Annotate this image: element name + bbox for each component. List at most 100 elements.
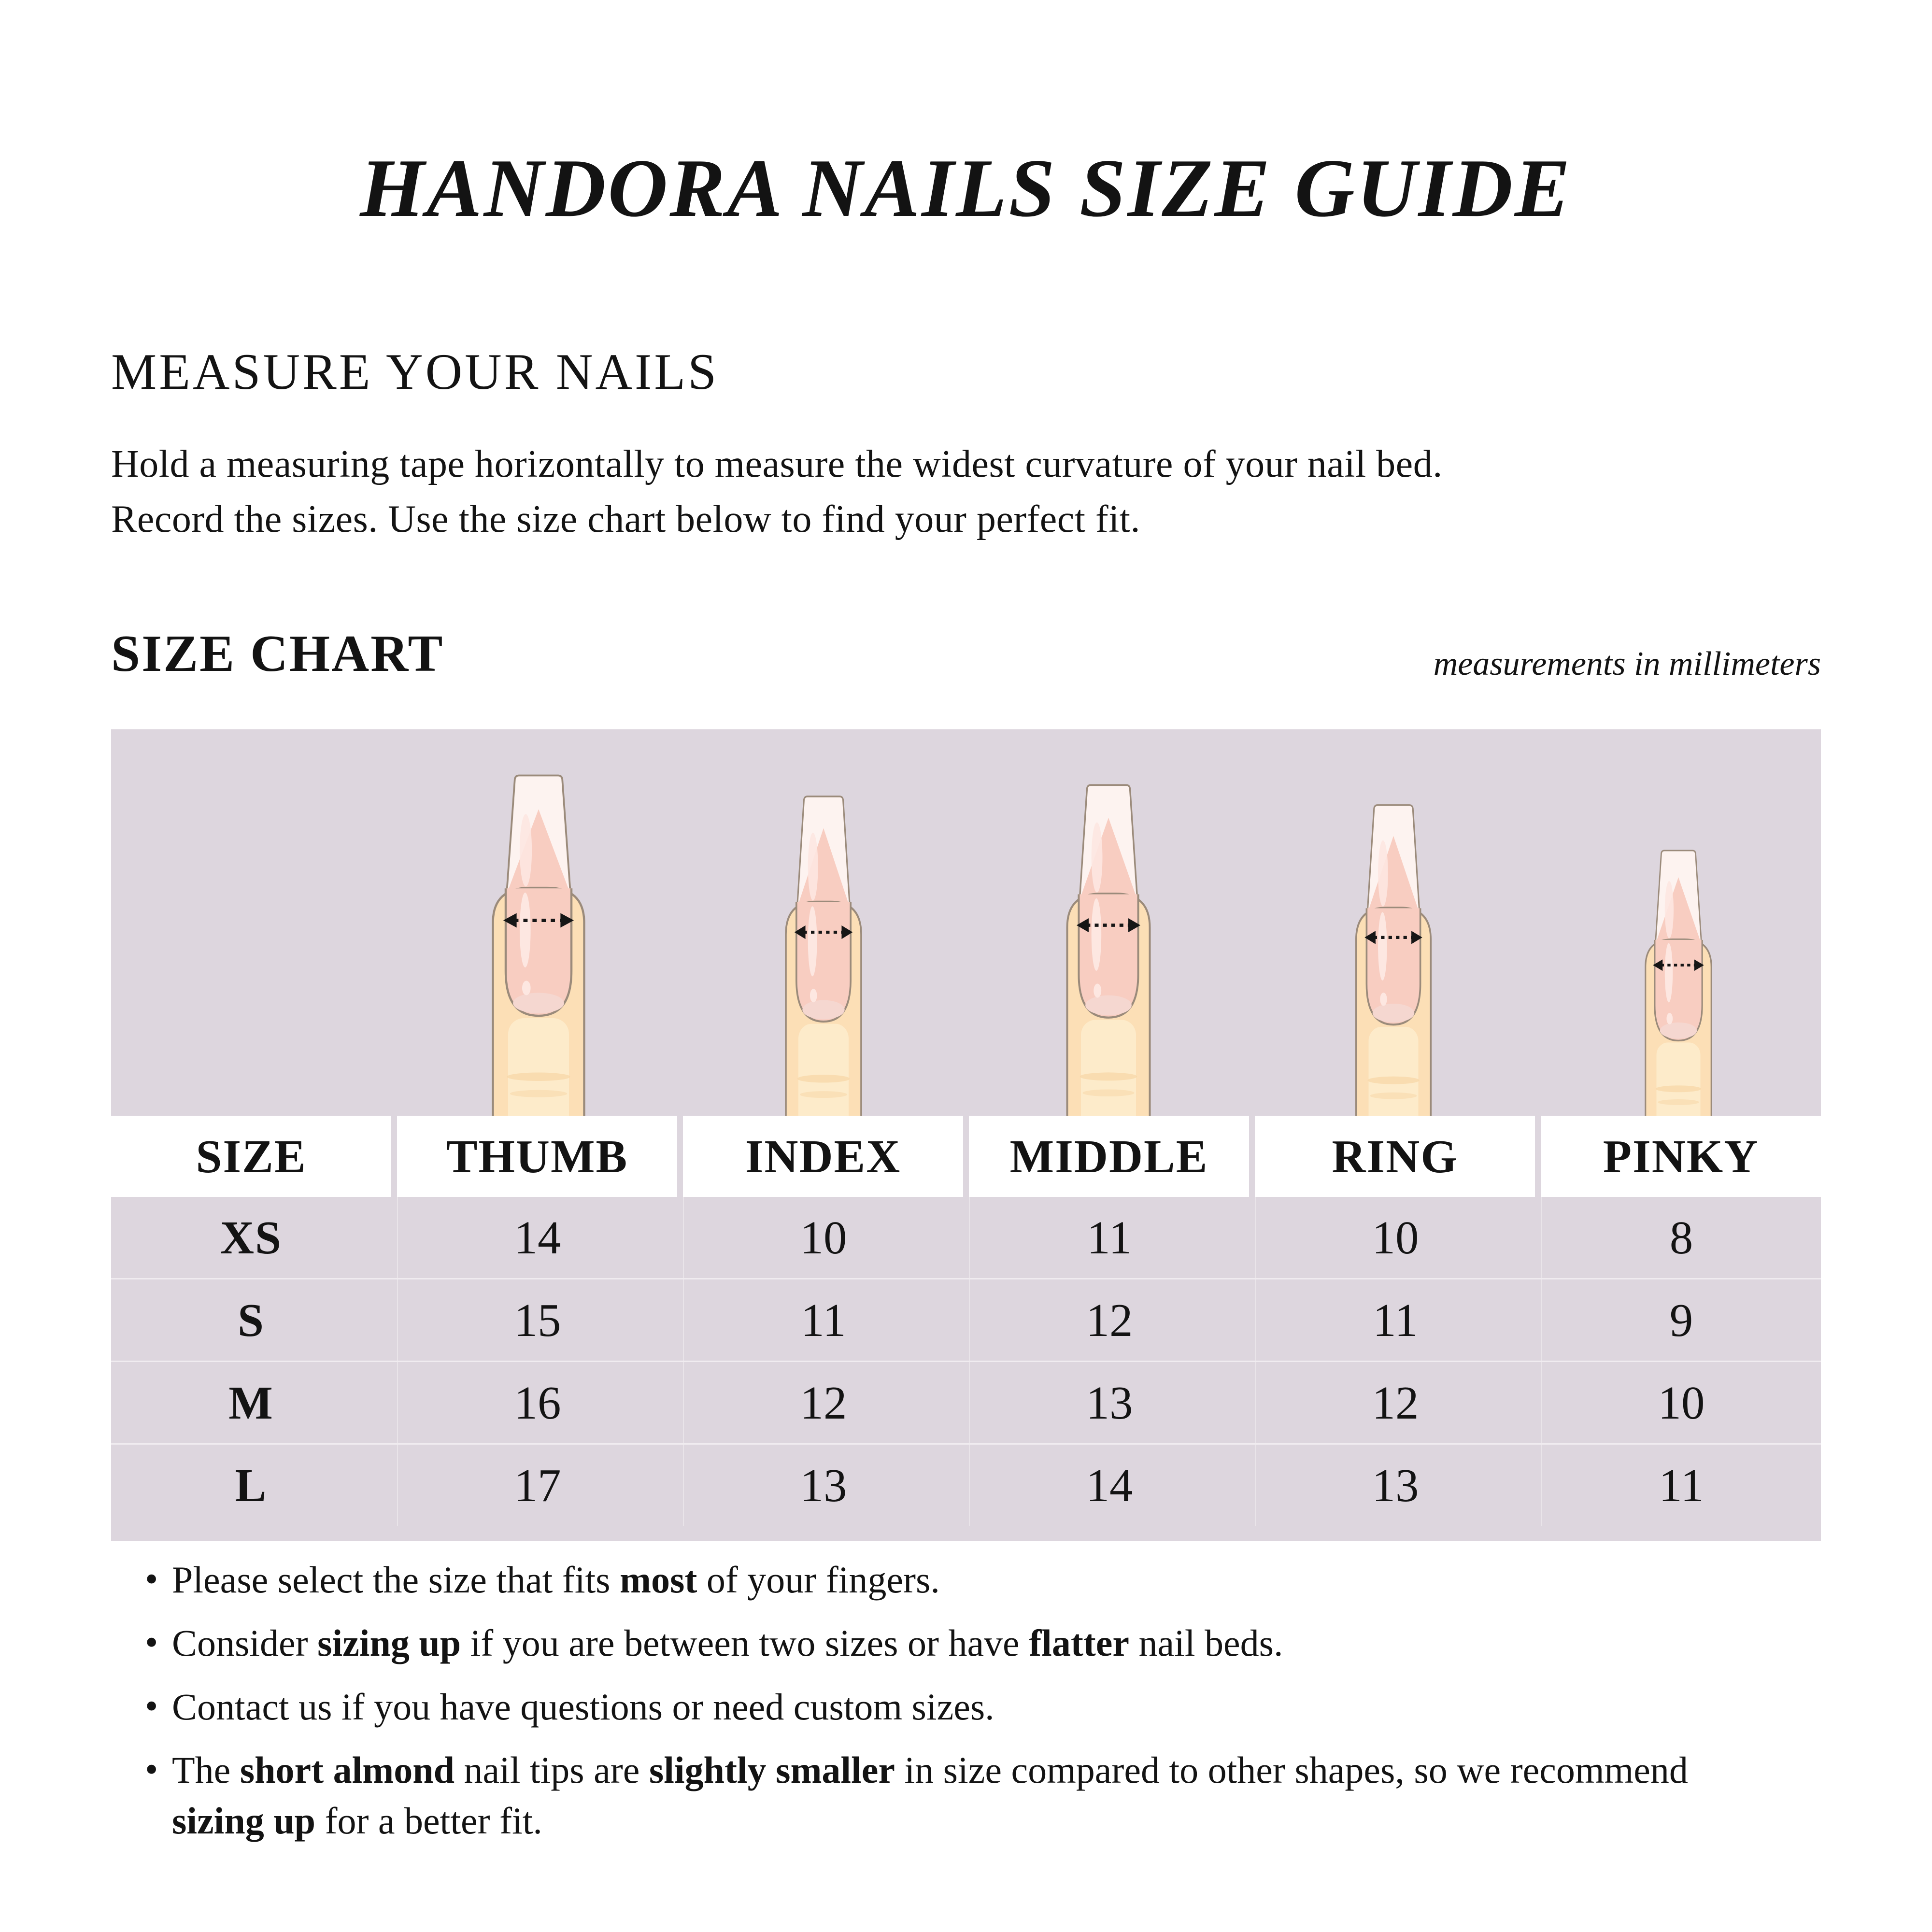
measurement-arrow-icon [1653, 959, 1704, 971]
knuckle-crease [800, 1091, 847, 1098]
knuckle-crease [1655, 1085, 1702, 1093]
cell-m-ring: 12 [1255, 1362, 1535, 1443]
column-header-thumb: THUMB [397, 1116, 677, 1197]
nail-bed-highlight [519, 893, 531, 967]
cell-l-middle: 14 [969, 1445, 1249, 1526]
finger-illustrations-strip [111, 729, 1821, 1116]
cell-s-pinky: 9 [1541, 1279, 1821, 1361]
nail-tip-highlight [519, 814, 532, 887]
units-note: measurements in millimeters [1433, 645, 1821, 682]
knuckle-crease [1370, 1092, 1417, 1099]
cell-xs-ring: 10 [1255, 1197, 1535, 1278]
size-label-s: S [238, 1294, 265, 1346]
table-row-l: L 17 13 14 13 11 [111, 1443, 1821, 1526]
knuckle-crease [1658, 1099, 1699, 1105]
lunula [1085, 995, 1132, 1015]
note-item: Contact us if you have questions or need… [144, 1680, 1892, 1732]
cell-m-thumb: 16 [397, 1362, 677, 1443]
cell-m-index: 12 [683, 1362, 963, 1443]
cell-l-pinky: 11 [1541, 1445, 1821, 1526]
measurement-arrow-icon [503, 913, 574, 928]
finger-inner-shade [1368, 1026, 1419, 1116]
measure-instructions: Hold a measuring tape horizontally to me… [111, 437, 1443, 547]
table-row-m: M 16 12 13 12 10 [111, 1361, 1821, 1443]
note-item: The short almond nail tips are slightly … [144, 1744, 1892, 1847]
finger-graphic [1645, 850, 1712, 1116]
finger-illustration-middle [1053, 781, 1164, 1116]
table-header-row: SIZE THUMB INDEX MIDDLE RING PINKY [111, 1116, 1821, 1197]
cell-s-ring: 11 [1255, 1279, 1535, 1361]
column-header-middle: MIDDLE [969, 1116, 1249, 1197]
lunula [1660, 1022, 1697, 1039]
finger-graphic [1355, 804, 1432, 1116]
finger-inner-shade [508, 1018, 569, 1116]
notes-list: Please select the size that fits most of… [144, 1553, 1892, 1859]
nail-bed-highlight-dot [1094, 983, 1102, 998]
cell-s-thumb: 15 [397, 1279, 677, 1361]
cell-m-middle: 13 [969, 1362, 1249, 1443]
knuckle-crease [1080, 1072, 1137, 1081]
cell-l-ring: 13 [1255, 1445, 1535, 1526]
finger-graphic [785, 796, 862, 1116]
size-label-m: M [228, 1377, 274, 1429]
nail-bed-highlight-dot [810, 989, 817, 1003]
cell-xs-index: 10 [683, 1197, 963, 1278]
finger-illustration-ring [1344, 802, 1443, 1116]
finger-inner-shade [1656, 1042, 1701, 1116]
lunula [802, 1000, 845, 1020]
nail-bed-highlight [1378, 912, 1387, 980]
knuckle-crease [797, 1075, 850, 1083]
table-row-s: S 15 11 12 11 9 [111, 1278, 1821, 1361]
measurement-arrow-icon [1364, 931, 1422, 944]
finger-inner-shade [798, 1023, 849, 1116]
measure-section-heading: MEASURE YOUR NAILS [111, 343, 719, 400]
instruction-line: Record the sizes. Use the size chart bel… [111, 497, 1141, 540]
nail-bed-highlight-dot [1666, 1013, 1673, 1024]
page-title: HANDORA NAILS SIZE GUIDE [360, 142, 1572, 234]
cell-xs-thumb: 14 [397, 1197, 677, 1278]
knuckle-crease [507, 1072, 570, 1081]
size-label-xs: XS [220, 1211, 282, 1264]
column-header-index: INDEX [683, 1116, 963, 1197]
size-chart-heading: SIZE CHART [111, 625, 444, 682]
nail-bed-highlight-dot [522, 980, 531, 995]
nail-bed-highlight-dot [1380, 993, 1387, 1006]
lunula [1372, 1003, 1415, 1023]
column-header-size: SIZE [111, 1116, 391, 1197]
nail-bed-highlight [1091, 898, 1102, 971]
knuckle-crease [1367, 1076, 1420, 1084]
table-row-xs: XS 14 10 11 10 8 [111, 1197, 1821, 1278]
size-table: SIZE THUMB INDEX MIDDLE RING PINKY XS 14 10 11 10… [111, 1116, 1821, 1526]
nail-tip-highlight [1664, 881, 1674, 938]
finger-graphic [492, 774, 585, 1116]
note-item: Consider sizing up if you are between tw… [144, 1617, 1892, 1668]
lunula [513, 993, 564, 1013]
nail-bed-highlight [808, 906, 817, 977]
measurement-arrow-icon [1076, 918, 1141, 933]
nail-tip-highlight [1091, 822, 1103, 893]
cell-s-index: 11 [683, 1279, 963, 1361]
size-label-l: L [235, 1459, 268, 1511]
finger-illustration-index [773, 793, 874, 1116]
column-header-ring: RING [1255, 1116, 1535, 1197]
finger-graphic [1066, 784, 1151, 1116]
cell-m-pinky: 10 [1541, 1362, 1821, 1443]
cell-l-index: 13 [683, 1445, 963, 1526]
column-header-pinky: PINKY [1541, 1116, 1821, 1197]
cell-xs-pinky: 8 [1541, 1197, 1821, 1278]
knuckle-crease [1082, 1089, 1135, 1097]
finger-illustration-thumb [478, 772, 599, 1116]
instruction-line: Hold a measuring tape horizontally to me… [111, 443, 1443, 485]
measurement-arrow-icon [794, 925, 853, 939]
finger-inner-shade [1081, 1020, 1136, 1116]
table-body: XS 14 10 11 10 8 S 15 11 12 11 9 M 16 12 13 12 10 L 17 13 14 1… [111, 1197, 1821, 1526]
cell-xs-middle: 11 [969, 1197, 1249, 1278]
size-chart-panel: SIZE THUMB INDEX MIDDLE RING PINKY XS 14 10 11 10… [111, 729, 1821, 1541]
finger-illustration-pinky [1634, 848, 1722, 1116]
cell-l-thumb: 17 [397, 1445, 677, 1526]
nail-tip-highlight [808, 832, 818, 901]
knuckle-crease [510, 1090, 568, 1097]
nail-tip-highlight [1378, 840, 1388, 907]
note-item: Please select the size that fits most of… [144, 1553, 1892, 1605]
